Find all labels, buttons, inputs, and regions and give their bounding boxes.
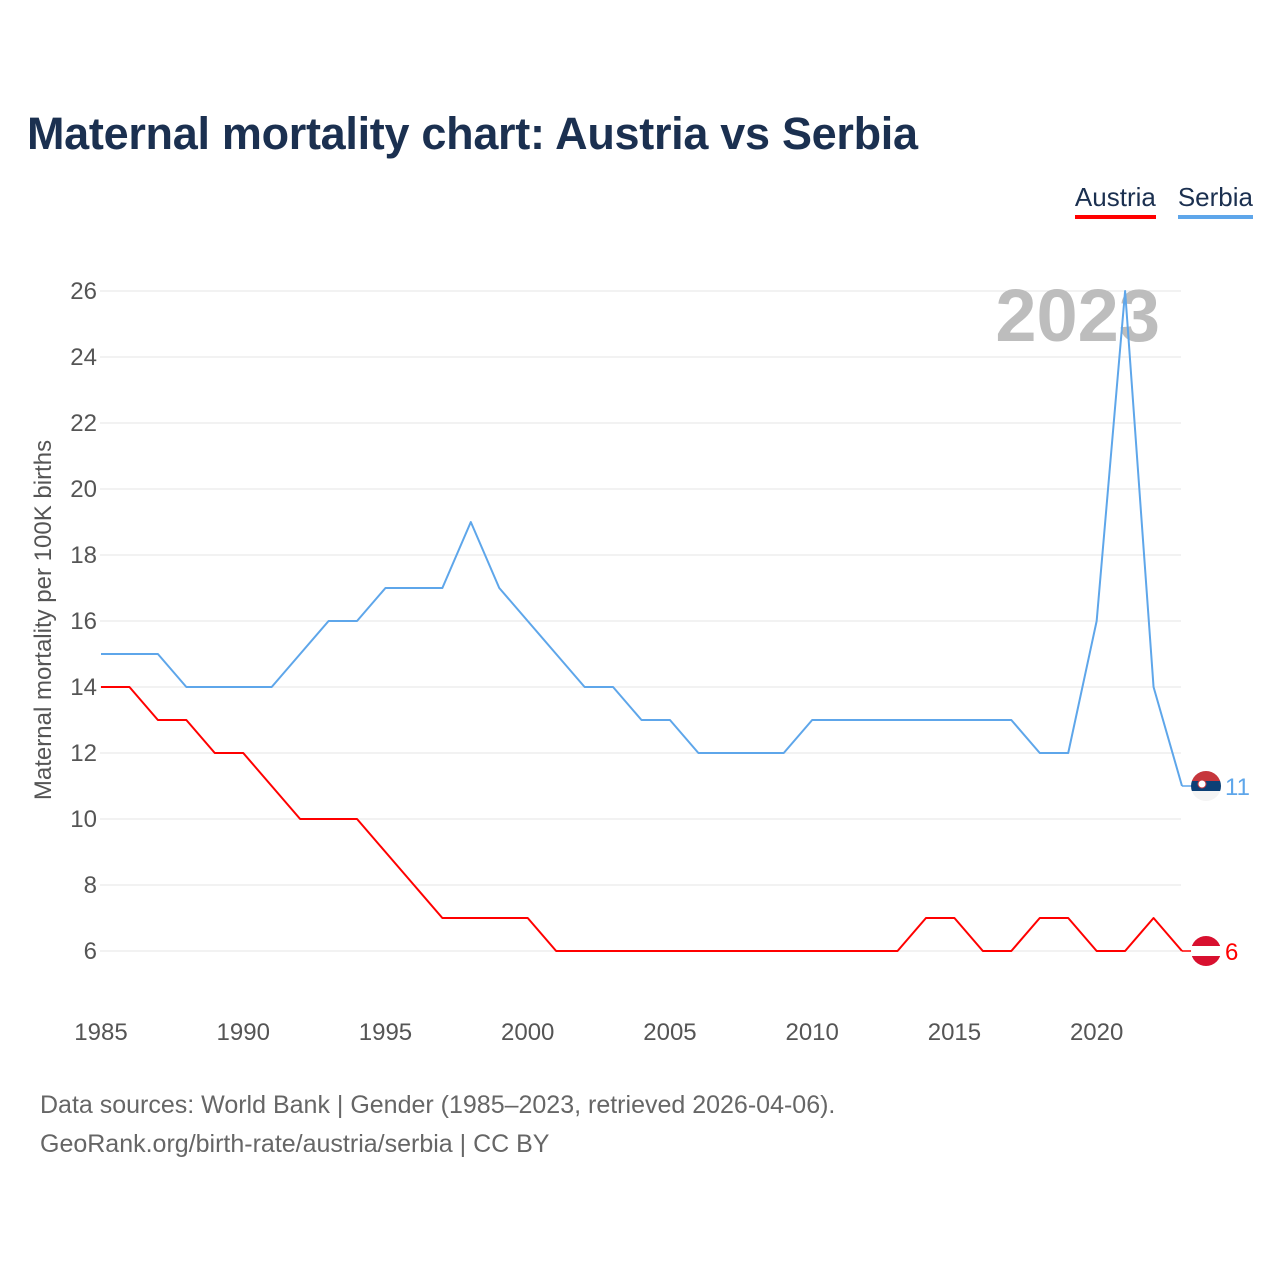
end-value-label: 6 [1225, 939, 1238, 966]
y-tick-label: 16 [70, 608, 97, 635]
x-tick-label: 2000 [501, 1019, 554, 1046]
x-tick-label: 2020 [1070, 1019, 1123, 1046]
legend-serbia[interactable]: Serbia [1177, 182, 1253, 219]
x-tick-label: 2005 [643, 1019, 696, 1046]
serbia-flag-icon [1191, 771, 1221, 801]
year-watermark: 2023 [995, 274, 1160, 357]
x-tick-label: 2010 [785, 1019, 838, 1046]
end-value-label: 11 [1225, 774, 1250, 801]
y-tick-label: 10 [70, 806, 97, 833]
y-tick-label: 22 [70, 410, 97, 437]
legend: Austria Serbia [1074, 182, 1253, 219]
x-tick-label: 1995 [359, 1019, 412, 1046]
y-tick-label: 14 [70, 674, 97, 701]
chart-title: Maternal mortality chart: Austria vs Ser… [27, 108, 918, 159]
y-axis-label: Maternal mortality per 100K births [30, 440, 57, 800]
y-tick-label: 6 [84, 938, 97, 965]
x-tick-label: 1990 [217, 1019, 270, 1046]
footer-link[interactable]: GeoRank.org/birth-rate/austria/serbia | … [40, 1130, 550, 1158]
x-tick-label: 2015 [928, 1019, 981, 1046]
y-tick-label: 12 [70, 740, 97, 767]
footer: Data sources: World Bank | Gender (1985–… [40, 1086, 835, 1164]
y-tick-label: 26 [70, 278, 97, 305]
y-tick-label: 24 [70, 344, 97, 371]
series-line-austria[interactable] [101, 686, 1183, 952]
y-tick-label: 18 [70, 542, 97, 569]
austria-flag-icon [1191, 936, 1221, 966]
footer-sources: Data sources: World Bank | Gender (1985–… [40, 1091, 836, 1119]
y-tick-label: 20 [70, 476, 97, 503]
legend-austria[interactable]: Austria [1074, 182, 1156, 219]
y-tick-label: 8 [84, 872, 97, 899]
x-tick-label: 1985 [74, 1019, 127, 1046]
series-line-serbia[interactable] [101, 290, 1183, 787]
